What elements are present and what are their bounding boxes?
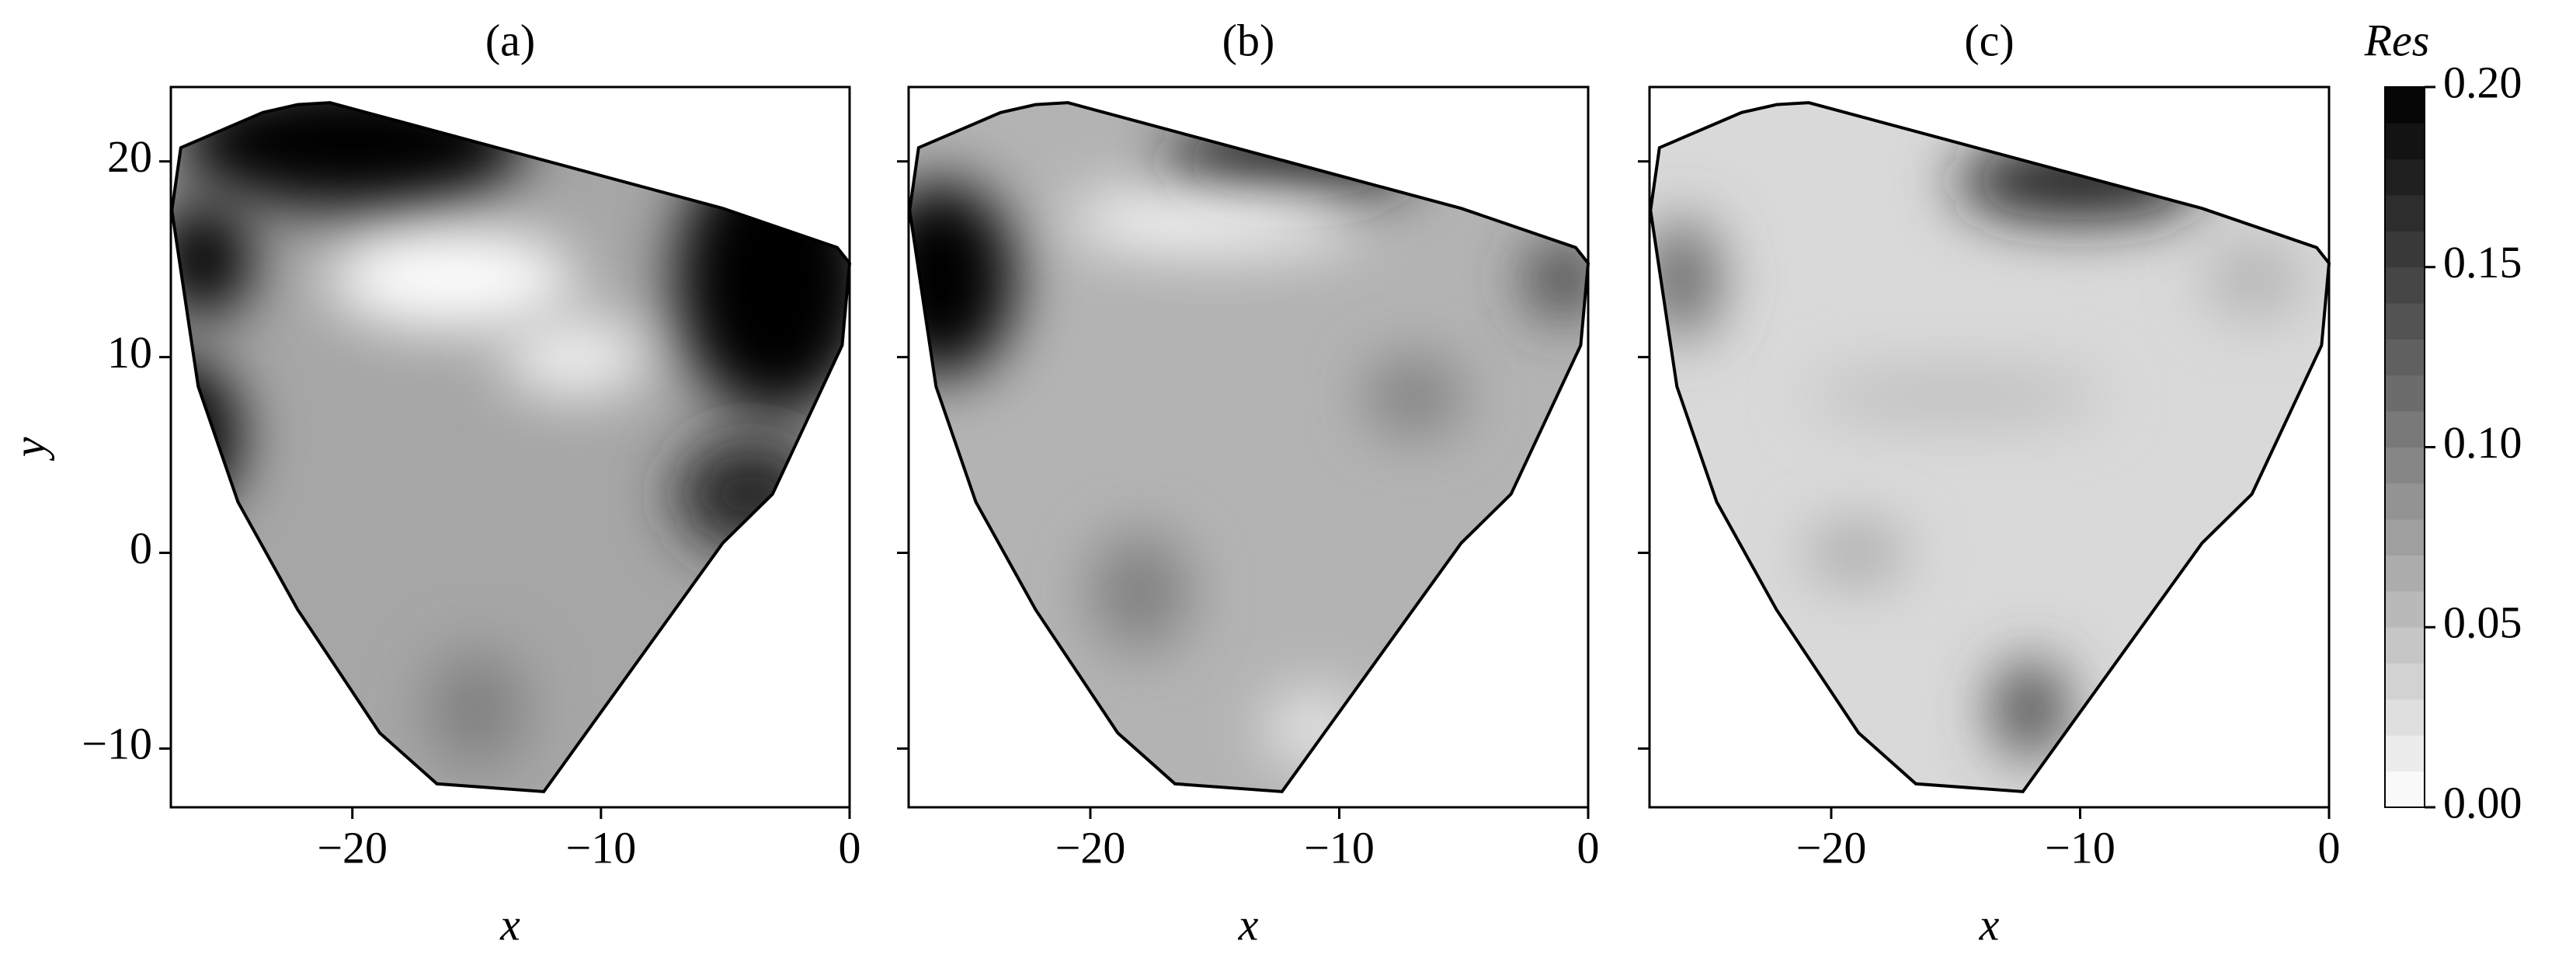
x-tick-label: −10 (565, 822, 636, 873)
axes-frame (907, 85, 1590, 809)
field (1650, 103, 2329, 792)
axes-frame (169, 85, 851, 809)
field-blob (501, 318, 651, 397)
field-blob (172, 357, 241, 514)
colorbar-band (2385, 339, 2425, 376)
y-axis-label: y (4, 437, 54, 461)
field-blob (675, 435, 825, 553)
colorbar-tick-label: 0.20 (2443, 57, 2522, 107)
colorbar-band (2385, 195, 2425, 232)
field-blob (1364, 357, 1464, 436)
colorbar-band (2385, 483, 2425, 520)
x-tick-label: 0 (839, 822, 861, 873)
field-base (909, 103, 1588, 792)
field-base (1650, 103, 2329, 792)
boundary (1649, 101, 2331, 793)
colorbar-tick-label: 0.05 (2443, 597, 2522, 648)
x-tick-label: −10 (1304, 822, 1375, 873)
colorbar-band (2385, 87, 2425, 124)
colorbar-tick-label: 0.10 (2443, 417, 2522, 468)
y-tick-label: 10 (107, 327, 152, 378)
y-tick-label: 0 (130, 523, 152, 573)
colorbar-band (2385, 771, 2425, 808)
colorbar-band (2385, 519, 2425, 556)
field-blob (1806, 523, 1907, 583)
x-tick-label: −10 (2045, 822, 2115, 873)
boundary (170, 101, 852, 793)
axes-frame (1648, 85, 2331, 809)
colorbar-band (2385, 591, 2425, 628)
colorbar-tick-label: 0.15 (2443, 237, 2522, 287)
colorbar-tick-label: 0.00 (2443, 777, 2522, 827)
panel-title: (b) (1222, 15, 1275, 65)
field-blob (1090, 533, 1191, 651)
x-tick-label: 0 (1577, 822, 1600, 873)
field-blob (1264, 689, 1364, 768)
colorbar-band (2385, 375, 2425, 412)
field (909, 103, 1588, 792)
colorbar-band (2385, 159, 2425, 196)
colorbar-band (2385, 303, 2425, 340)
x-tick-label: 0 (2318, 822, 2341, 873)
colorbar-band (2385, 699, 2425, 736)
colorbar-band (2385, 735, 2425, 772)
colorbar-band (2385, 555, 2425, 592)
field-blob (1806, 367, 2105, 426)
x-tick-label: −20 (1055, 822, 1126, 873)
panel-title: (c) (1964, 15, 2014, 65)
field-blob (2204, 239, 2304, 319)
y-tick-label: 20 (107, 131, 152, 182)
colorbar-band (2385, 663, 2425, 700)
field-blob (172, 200, 253, 319)
colorbar-band (2385, 267, 2425, 304)
field-blob (909, 180, 1016, 377)
x-tick-label: −20 (1796, 822, 1867, 873)
x-axis-label: x (499, 899, 520, 949)
x-axis-label: x (1238, 899, 1259, 949)
field-blob (1525, 239, 1588, 319)
panel-title: (a) (485, 15, 535, 65)
colorbar-band (2385, 123, 2425, 160)
colorbar-label: Res (2364, 15, 2430, 65)
colorbar-band (2385, 627, 2425, 664)
field-blob (675, 141, 850, 416)
colorbar-band (2385, 447, 2425, 484)
boundary (908, 101, 1590, 793)
x-axis-label: x (1979, 899, 2000, 949)
field-blob (1065, 190, 1364, 250)
colorbar-band (2385, 231, 2425, 268)
x-tick-label: −20 (317, 822, 388, 873)
y-tick-label: −10 (82, 719, 152, 769)
field-blob (426, 650, 527, 768)
field (172, 103, 850, 792)
colorbar-band (2385, 411, 2425, 448)
field-blob (327, 229, 576, 328)
field-blob (1993, 660, 2068, 759)
